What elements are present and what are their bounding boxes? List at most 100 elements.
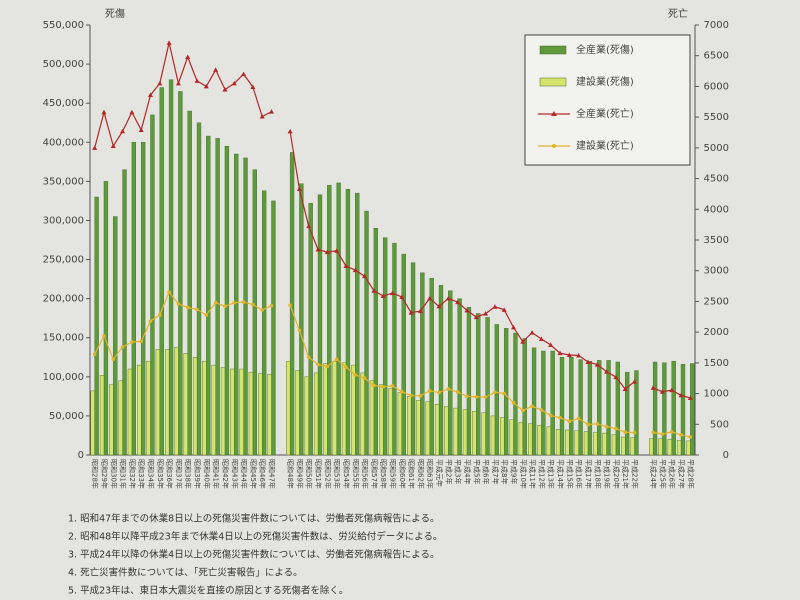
bar <box>252 169 257 456</box>
x-tick-label: 平成17年 <box>584 459 593 489</box>
marker <box>381 385 385 389</box>
bar <box>178 91 183 456</box>
bar <box>239 368 244 456</box>
marker <box>362 376 367 380</box>
marker <box>334 357 339 362</box>
bar <box>327 185 332 456</box>
marker <box>511 324 516 330</box>
bar <box>550 350 555 456</box>
marker <box>362 273 368 279</box>
marker <box>251 302 255 307</box>
x-tick-label: 昭和42年 <box>221 459 230 489</box>
x-tick-label: 平成8年 <box>500 459 509 484</box>
marker <box>185 305 190 310</box>
marker <box>417 308 423 314</box>
x-tick-label: 平成4年 <box>463 459 472 484</box>
y2-tick-label: 1000 <box>704 389 729 400</box>
bar <box>574 430 579 456</box>
bar <box>202 360 207 456</box>
x-tick-label: 平成6年 <box>482 459 491 484</box>
bar <box>230 368 235 456</box>
marker <box>623 430 627 435</box>
bar <box>397 392 403 456</box>
marker <box>380 293 386 299</box>
bar <box>438 285 444 456</box>
x-tick-label: 平成13年 <box>547 459 556 489</box>
marker <box>129 109 135 115</box>
marker <box>297 328 302 333</box>
marker <box>166 40 172 45</box>
bar <box>196 122 202 456</box>
bar <box>94 196 99 456</box>
marker <box>427 295 433 301</box>
bar <box>448 290 453 456</box>
marker <box>138 127 144 133</box>
bar <box>546 426 551 456</box>
y-tick-label: 500,000 <box>43 59 84 70</box>
y2-tick-label: 2500 <box>704 296 729 307</box>
bar <box>671 360 676 456</box>
x-tick-label: 平成14年 <box>556 459 565 489</box>
x-tick-label: 昭和46年 <box>258 459 267 489</box>
marker <box>222 87 228 92</box>
bar <box>364 210 369 456</box>
bar <box>220 367 226 456</box>
marker <box>539 408 544 412</box>
marker <box>120 128 126 134</box>
marker <box>530 404 534 409</box>
x-tick-label: 昭和53年 <box>333 459 342 489</box>
marker <box>372 383 376 388</box>
x-tick-label: 昭和44年 <box>240 459 249 489</box>
bar <box>323 363 328 456</box>
bar <box>122 169 127 456</box>
y-tick-label: 250,000 <box>43 255 84 266</box>
marker <box>176 302 181 306</box>
bar <box>420 272 425 456</box>
bar <box>559 357 565 456</box>
y2-tick-label: 500 <box>710 419 729 430</box>
x-tick-label: 平成15年 <box>565 459 574 489</box>
marker <box>445 295 451 301</box>
marker <box>139 339 143 344</box>
bar <box>518 421 524 456</box>
bar <box>317 194 323 456</box>
x-tick-label: 平成7年 <box>491 459 500 484</box>
marker <box>344 365 348 369</box>
marker <box>660 432 665 436</box>
bar <box>392 242 397 456</box>
marker <box>632 430 637 435</box>
marker <box>213 300 218 305</box>
x-tick-label: 平成28年 <box>686 459 695 489</box>
bar <box>472 411 477 456</box>
note: 4. 死亡災害件数については、「死亡災害報告」による。 <box>68 567 303 579</box>
bar <box>476 313 481 456</box>
bar <box>676 439 682 456</box>
x-tick-label: 昭和62年 <box>416 459 425 489</box>
x-tick-label: 平成20年 <box>612 459 621 489</box>
legend-swatch <box>539 77 567 87</box>
bar <box>509 419 514 456</box>
marker <box>400 389 404 394</box>
bar <box>401 253 406 456</box>
marker <box>521 408 525 413</box>
bar <box>667 439 672 456</box>
x-tick-label: 平成26年 <box>668 459 677 489</box>
marker <box>501 307 507 312</box>
y-tick-label: 100,000 <box>43 372 84 383</box>
bar <box>503 328 509 456</box>
bar <box>113 216 118 456</box>
bar <box>583 431 589 456</box>
marker <box>548 342 554 348</box>
bar <box>593 432 598 456</box>
marker <box>576 352 582 358</box>
y2-tick-label: 6000 <box>704 81 729 92</box>
legend-label: 建設業(死傷) <box>576 75 634 88</box>
marker <box>241 300 246 304</box>
marker <box>586 422 590 427</box>
marker <box>287 128 293 134</box>
marker <box>231 80 237 86</box>
bar <box>332 360 337 456</box>
bar <box>159 87 164 456</box>
bar <box>680 364 686 456</box>
marker <box>669 387 675 393</box>
